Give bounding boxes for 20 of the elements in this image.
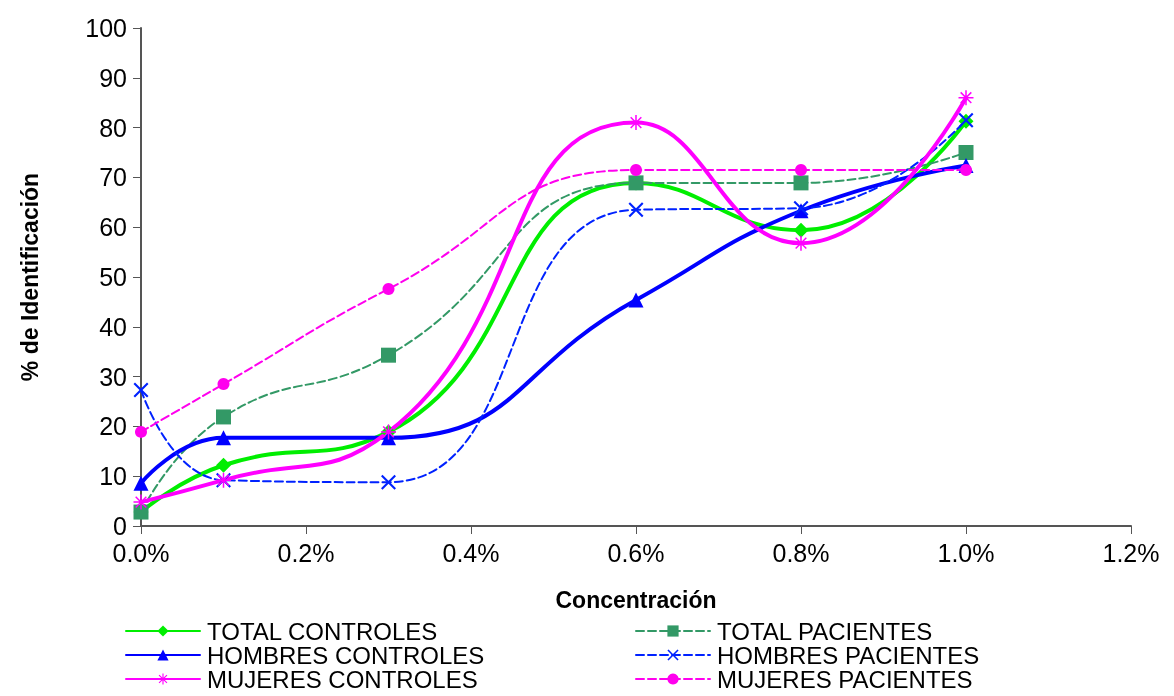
y-tick-label: 40: [99, 312, 127, 341]
y-axis-title: % de Identificación: [16, 172, 43, 382]
y-tick-label: 100: [85, 14, 127, 42]
x-tick-label: 0.2%: [277, 538, 335, 567]
y-tick-label: 30: [99, 362, 127, 391]
x-tick-label: 1.2%: [1102, 538, 1160, 567]
y-tick-label: 80: [99, 113, 127, 142]
y-tick-label: 10: [99, 462, 127, 491]
x-tick-label: 0.4%: [442, 538, 500, 567]
y-tick-label: 20: [99, 412, 127, 441]
x-tick-label: 1.0%: [937, 538, 995, 567]
x-tick-label: 0.6%: [607, 538, 665, 567]
y-tick-label: 0: [113, 512, 127, 540]
y-tick-label: 50: [99, 263, 127, 291]
y-tick-label: 90: [99, 63, 127, 92]
y-tick-label: 70: [99, 163, 127, 192]
x-tick-label: 0.0%: [112, 538, 170, 567]
x-axis-title: Concentración: [555, 586, 717, 613]
y-tick-label: 60: [99, 213, 127, 242]
x-tick-label: 0.8%: [772, 538, 830, 567]
